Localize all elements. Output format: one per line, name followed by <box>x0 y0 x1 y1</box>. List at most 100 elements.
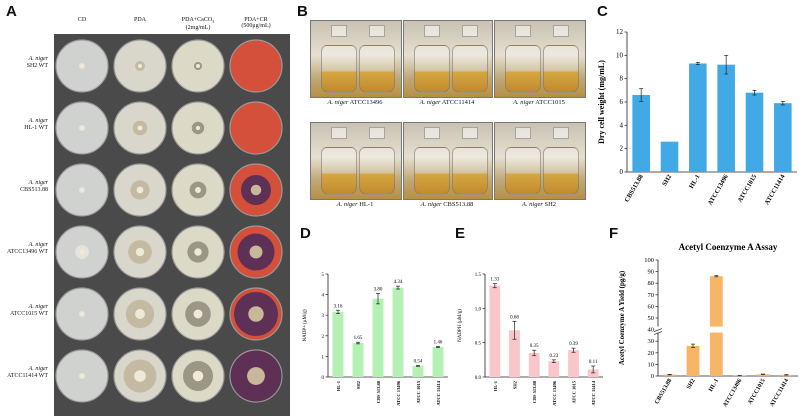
flask <box>321 45 357 93</box>
data-label: 1.65 <box>354 336 363 341</box>
colony-center <box>193 309 203 319</box>
panel-a-column-header: PDA+CaCO3 (2mg/mL) <box>168 17 228 31</box>
y-tick-label: 70 <box>648 292 655 299</box>
colony-center <box>134 370 146 382</box>
data-label: 0.39 <box>569 342 578 347</box>
panel-b-letter: B <box>297 3 308 20</box>
chart-c-dry-cell-weight: 0 2 4 6 8 10 12 Dry cell weight (mg/mL) CBS513.8… <box>597 28 797 207</box>
x-tick-label: ATCC 11414 <box>436 380 441 405</box>
flask <box>543 45 579 93</box>
petri-plate <box>55 163 109 217</box>
colony-center <box>135 247 145 257</box>
colony-center <box>80 64 84 68</box>
y-tick-label: 1.0 <box>475 307 482 312</box>
x-tick-label: ATCC1015 <box>737 173 759 204</box>
column-subscript: 3 <box>212 19 215 25</box>
petri-plate <box>229 163 283 217</box>
flask-neck <box>515 127 531 139</box>
y-tick-label: 0.0 <box>475 376 482 381</box>
data-label: 0.35 <box>530 344 539 349</box>
panel-b-caption: A. niger SH2 <box>494 201 584 208</box>
bar <box>528 352 540 377</box>
flask-neck <box>462 127 478 139</box>
strain-name: HL-1 <box>357 201 374 208</box>
species-name: A. niger <box>28 118 48 124</box>
species-name: A. niger <box>28 304 48 310</box>
bar <box>489 285 501 377</box>
panel-a-row-label: A. niger ATCC13496 WT <box>4 242 48 256</box>
y-tick-label: 4 <box>322 294 325 299</box>
colony-center <box>247 367 265 385</box>
colony-center <box>80 312 84 316</box>
petri-plate <box>171 101 225 155</box>
y-tick-label: 80 <box>648 280 655 287</box>
petri-plate <box>171 225 225 279</box>
y-tick-label: 10 <box>648 361 655 368</box>
strain-name: ATCC13496 <box>348 99 383 106</box>
bar <box>372 298 384 377</box>
strain-name: CBS513.88 <box>441 201 474 208</box>
bar <box>745 92 764 172</box>
species-name: A. niger <box>336 201 358 208</box>
colony-center <box>248 306 264 322</box>
flask-photo <box>310 20 402 98</box>
y-tick-label: 2 <box>322 335 325 340</box>
flask-photo <box>310 122 402 200</box>
bar <box>709 276 723 376</box>
data-label: 0.54 <box>414 359 423 364</box>
y-tick-label: 5 <box>322 273 325 278</box>
x-tick-label: ATCC 1015 <box>416 380 421 403</box>
petri-plate <box>229 349 283 403</box>
bar <box>663 374 677 376</box>
column-sublabel: (500μg/mL) <box>241 23 271 29</box>
column-label: PDA <box>133 17 146 23</box>
petri-plate <box>113 349 167 403</box>
flask <box>505 45 541 93</box>
panel-f-letter: F <box>609 225 619 242</box>
axis-break-mark <box>653 331 663 335</box>
bar <box>509 330 520 377</box>
bar <box>352 343 364 377</box>
x-tick-label: ATCC11414 <box>769 378 790 408</box>
y-axis-label: Acetyl Coenzyme A Yield (pg/g) <box>618 270 626 365</box>
species-name: A. niger <box>28 242 48 248</box>
colony-center <box>137 125 143 131</box>
colony-center <box>249 245 263 259</box>
petri-plate <box>113 163 167 217</box>
species-name: A. niger <box>420 201 442 208</box>
petri-plate <box>171 287 225 341</box>
x-tick-label: HL-1 <box>688 174 701 190</box>
colony-center <box>80 374 84 378</box>
petri-plate <box>229 225 283 279</box>
petri-plate <box>55 287 109 341</box>
panel-a-row-label: A. niger SH2 WT <box>4 56 48 70</box>
bar <box>632 95 650 172</box>
x-tick-label: ATCC 11414 <box>591 380 596 405</box>
flask <box>359 147 395 195</box>
species-name: A. niger <box>28 366 48 372</box>
colony-center <box>196 64 200 68</box>
flask <box>414 45 450 93</box>
x-tick-label: HL-1 <box>336 380 341 391</box>
strain-name: HL-1 WT <box>24 125 48 131</box>
strain-name: CBS513.88 <box>20 187 48 193</box>
panel-e-letter: E <box>455 225 466 242</box>
petri-plate <box>55 225 109 279</box>
panel-a-row-label: A. niger ATCC11414 WT <box>4 366 48 380</box>
flask-neck <box>424 25 440 37</box>
flask <box>359 45 395 93</box>
plate-agar <box>229 101 283 155</box>
petri-plate <box>113 101 167 155</box>
x-tick-label: CBS513.88 <box>654 378 673 405</box>
y-tick-label: 10 <box>616 51 624 59</box>
y-tick-label: 0 <box>322 376 325 381</box>
bar <box>756 374 770 376</box>
y-axis-label: Dry cell weight (mg/mL) <box>597 60 606 144</box>
flask <box>452 45 488 93</box>
panel-c-letter: C <box>597 3 608 20</box>
column-label: CD <box>77 17 87 23</box>
petri-plate <box>113 39 167 93</box>
x-tick-label: ATCC11414 <box>764 173 787 206</box>
y-tick-label: 2 <box>620 145 624 153</box>
petri-plate <box>171 349 225 403</box>
